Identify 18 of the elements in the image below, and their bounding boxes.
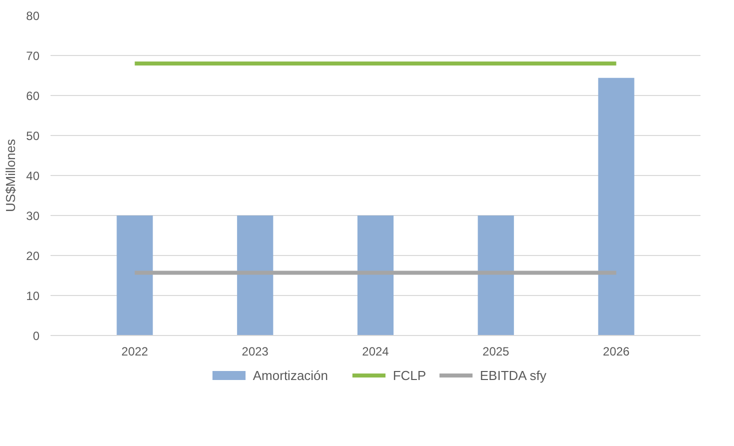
x-tick-label: 2025 <box>482 344 510 358</box>
legend-label: EBITDA sfy <box>480 368 547 383</box>
x-tick-label: 2022 <box>121 344 148 358</box>
legend-label: Amortización <box>252 368 328 383</box>
y-tick-label: 80 <box>26 9 40 23</box>
legend-label: FCLP <box>392 368 426 383</box>
x-tick-label: 2024 <box>362 344 390 358</box>
y-tick-label: 30 <box>26 209 40 223</box>
y-axis-title: US$Millones <box>3 138 18 212</box>
y-tick-label: 20 <box>26 249 40 263</box>
y-tick-label: 10 <box>26 289 40 303</box>
y-tick-label: 40 <box>26 169 40 183</box>
y-tick-label: 50 <box>26 129 40 143</box>
x-tick-label: 2026 <box>602 344 630 358</box>
y-tick-label: 60 <box>26 89 40 103</box>
y-tick-label: 0 <box>32 329 40 343</box>
x-tick-label: 2023 <box>242 344 269 358</box>
y-tick-label: 70 <box>26 49 40 63</box>
